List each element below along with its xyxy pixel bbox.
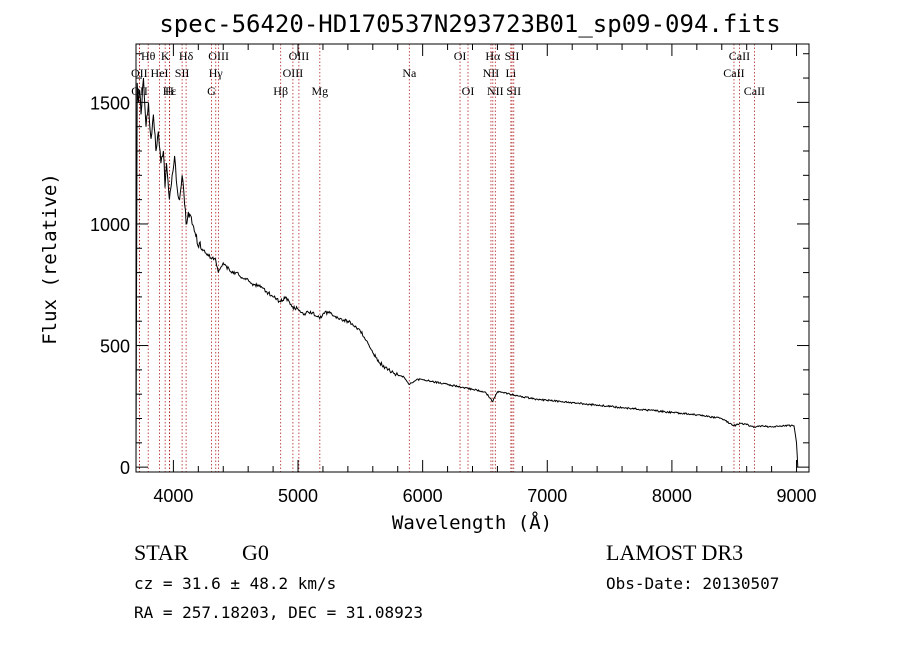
ra-dec-coordinates: RA = 257.18203, DEC = 31.08923: [134, 603, 423, 622]
x-axis: 4000 5000 6000 7000 8000 9000: [153, 44, 817, 506]
spectral-line-label: Mg: [311, 84, 328, 98]
spectral-line-label: SII: [506, 84, 521, 98]
y-tick-label: 500: [100, 337, 130, 357]
spectral-line-label: OI: [454, 49, 467, 63]
y-tick-label: 1500: [90, 93, 130, 113]
spectral-line-label: H: [165, 84, 174, 98]
observation-date: Obs-Date: 20130507: [606, 574, 779, 593]
spectral-line-label: G: [207, 84, 216, 98]
chart-title: spec-56420-HD170537N293723B01_sp09-094.f…: [159, 10, 780, 38]
x-tick-label: 7000: [527, 486, 567, 506]
spectral-line-label: SII: [505, 49, 520, 63]
spectral-line-label: K: [161, 49, 170, 63]
spectral-line-label: Hδ: [179, 49, 194, 63]
plot-frame: [135, 43, 810, 473]
spectral-line-label: NII: [483, 66, 500, 80]
x-tick-label: 8000: [652, 486, 692, 506]
spectral-line-label: CaII: [729, 49, 750, 63]
spectral-line-label: Li: [506, 66, 517, 80]
x-tick-label: 5000: [278, 486, 318, 506]
spectral-line-label: SII: [175, 66, 190, 80]
x-axis-label: Wavelength (Å): [392, 511, 552, 534]
spectral-line-label: CaII: [744, 84, 765, 98]
x-tick-label: 6000: [403, 486, 443, 506]
spectral-line-label: OIII: [208, 49, 229, 63]
y-tick-label: 1000: [90, 215, 130, 235]
spectral-line-label: Na: [402, 66, 417, 80]
spectrum-line: [135, 77, 799, 468]
x-tick-label: 4000: [153, 486, 193, 506]
y-tick-label: 0: [120, 458, 130, 478]
spectral-line-label: NII: [487, 84, 504, 98]
spectrum-series: [135, 77, 799, 468]
spectral-line-label: OIII: [289, 49, 310, 63]
object-class: STAR: [134, 540, 189, 565]
x-tick-label: 9000: [777, 486, 817, 506]
spectral-line-label: OIII: [283, 66, 304, 80]
spectral-line-label: OI: [462, 84, 475, 98]
spectral-line-label: HeI: [151, 66, 169, 80]
spectral-line-label: CaII: [723, 66, 744, 80]
object-subclass: G0: [242, 540, 269, 565]
spectral-line-label: Hβ: [273, 84, 288, 98]
survey-name: LAMOST DR3: [606, 540, 743, 565]
y-axis: 0 500 1000 1500: [90, 53, 809, 478]
spectral-line-label: Hγ: [209, 66, 224, 80]
spectral-line-label: Hθ: [141, 49, 156, 63]
y-axis-label: Flux (relative): [39, 173, 61, 345]
spectral-line-label: Hα: [485, 49, 501, 63]
redshift-value: cz = 31.6 ± 48.2 km/s: [134, 574, 336, 593]
